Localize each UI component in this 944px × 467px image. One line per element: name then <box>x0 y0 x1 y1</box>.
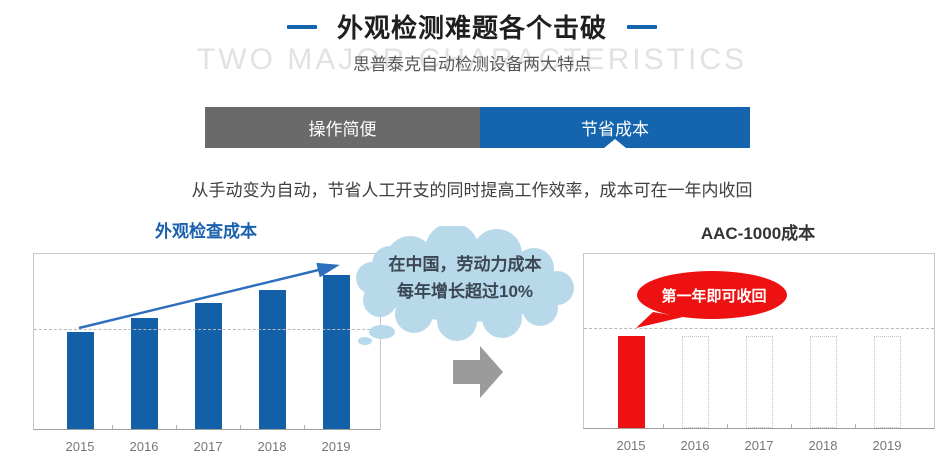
bar-2015 <box>617 336 645 428</box>
header: 外观检测难题各个击破 <box>0 8 944 45</box>
active-tab-pointer <box>604 139 626 148</box>
cloud-callout-text: 在中国，劳动力成本 每年增长超过10% <box>352 251 578 305</box>
page-title: 外观检测难题各个击破 <box>336 13 607 43</box>
bar-2017 <box>194 303 222 429</box>
watermark-text: TWO MAJOR CHARACTERISTICS <box>196 43 747 76</box>
x-axis-label: 2019 <box>872 438 902 453</box>
right-arrow-icon <box>453 346 503 398</box>
reference-dashed-line <box>34 329 380 330</box>
x-axis-label: 2015 <box>65 439 95 454</box>
axis-tick <box>855 424 856 428</box>
x-axis-label: 2018 <box>808 438 838 453</box>
x-axis-label: 2019 <box>321 439 351 454</box>
cloud-callout-line1: 在中国，劳动力成本 <box>388 255 542 274</box>
x-axis-label: 2016 <box>680 438 710 453</box>
payback-bubble-text: 第一年即可收回 <box>661 288 767 305</box>
bar-2018 <box>809 336 837 428</box>
feature-tabs: 操作简便 节省成本 <box>205 107 750 148</box>
bar-2018 <box>258 290 286 429</box>
bar-2017 <box>745 336 773 428</box>
aac1000-cost-chart: 2015 2016 2017 2018 2019 <box>583 253 935 453</box>
tab-cost-saving[interactable]: 节省成本 <box>480 107 750 148</box>
x-axis-label: 2017 <box>744 438 774 453</box>
x-axis-label: 2015 <box>616 438 646 453</box>
bar-2019 <box>322 275 350 429</box>
title-dash-right <box>627 24 657 29</box>
manual-inspection-cost-chart: 2015 2016 2017 2018 2019 <box>33 253 381 454</box>
axis-tick <box>663 424 664 428</box>
bar-2016 <box>681 336 709 428</box>
axis-tick <box>727 424 728 428</box>
bar-2019 <box>873 336 901 428</box>
right-chart-title: AAC-1000成本 <box>700 224 816 243</box>
axis-tick <box>304 425 305 429</box>
tab-easy-operation[interactable]: 操作简便 <box>205 107 480 148</box>
x-axis-label: 2017 <box>193 439 223 454</box>
left-chart-title: 外观检查成本 <box>155 222 257 241</box>
axis-tick <box>176 425 177 429</box>
page-subtitle: 思普泰克自动检测设备两大特点 <box>353 55 591 74</box>
reference-dashed-line <box>584 328 934 329</box>
axis-tick <box>791 424 792 428</box>
x-axis-label: 2016 <box>129 439 159 454</box>
axis-tick <box>240 425 241 429</box>
cloud-callout-line2: 每年增长超过10% <box>396 282 534 301</box>
title-dash-left <box>286 24 317 29</box>
x-axis-label: 2018 <box>257 439 287 454</box>
tab-easy-operation-label: 操作简便 <box>308 120 377 139</box>
bar-2015 <box>66 332 94 429</box>
axis-tick <box>112 425 113 429</box>
bar-2016 <box>130 318 158 429</box>
feature-description: 从手动变为自动，节省人工开支的同时提高工作效率，成本可在一年内收回 <box>191 181 753 200</box>
tab-cost-saving-label: 节省成本 <box>581 120 649 139</box>
